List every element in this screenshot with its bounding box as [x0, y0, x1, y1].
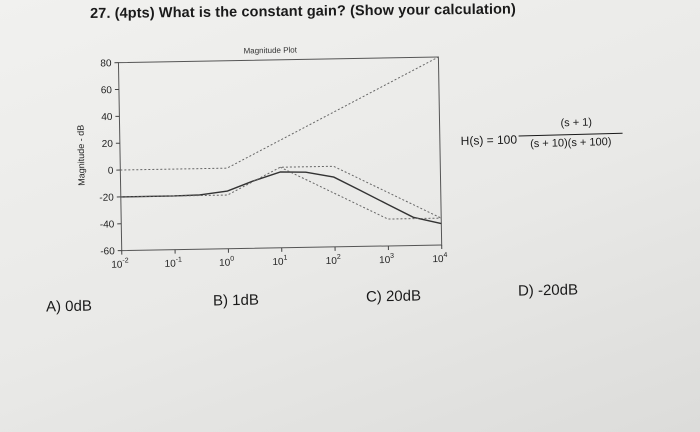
formula-lhs: H(s) = 100: [460, 132, 518, 148]
y-tick-label: 40: [101, 112, 113, 123]
plot-area: [117, 56, 443, 252]
choice-c[interactable]: C) 20dB: [365, 287, 422, 306]
y-tick-label: -40: [100, 219, 115, 230]
formula-numerator: (s + 1): [560, 116, 593, 130]
asymptote-line: [280, 166, 442, 220]
x-tick-label: 102: [326, 254, 341, 267]
y-tick-label: 60: [101, 85, 113, 96]
y-tick-group: 80 60 40 20 0 -20 -40 -60: [99, 58, 122, 257]
choice-d[interactable]: D) -20dB: [517, 281, 579, 300]
transfer-function: H(s) = 100 (s + 1) (s + 10)(s + 100): [460, 110, 631, 164]
y-tick-label: -60: [100, 246, 115, 257]
y-tick-label: 20: [102, 139, 114, 150]
series-layer: [120, 56, 442, 225]
choice-a[interactable]: A) 0dB: [45, 297, 93, 316]
formula-denominator: (s + 10)(s + 100): [529, 136, 612, 151]
magnitude-curve: [120, 171, 442, 225]
x-tick-label: 100: [219, 256, 234, 269]
x-tick-label: 10-1: [165, 257, 183, 270]
y-tick-label: -20: [99, 193, 114, 204]
x-tick-label: 103: [379, 253, 394, 266]
y-axis-label: Magnitude - dB: [76, 125, 87, 186]
asymptote-line: [120, 165, 442, 219]
x-tick-label: 101: [272, 255, 287, 268]
y-tick-label: 0: [108, 166, 114, 177]
asymptote-line: [120, 56, 439, 171]
x-tick-label: 10-2: [111, 257, 129, 270]
chart-title: Magnitude Plot: [244, 46, 298, 56]
x-tick-label: 104: [432, 252, 447, 265]
choice-b[interactable]: B) 1dB: [212, 291, 260, 310]
x-tick-group: 10-2 10-1 100 101 102 103 104: [111, 245, 448, 271]
y-tick-label: 80: [100, 58, 112, 69]
